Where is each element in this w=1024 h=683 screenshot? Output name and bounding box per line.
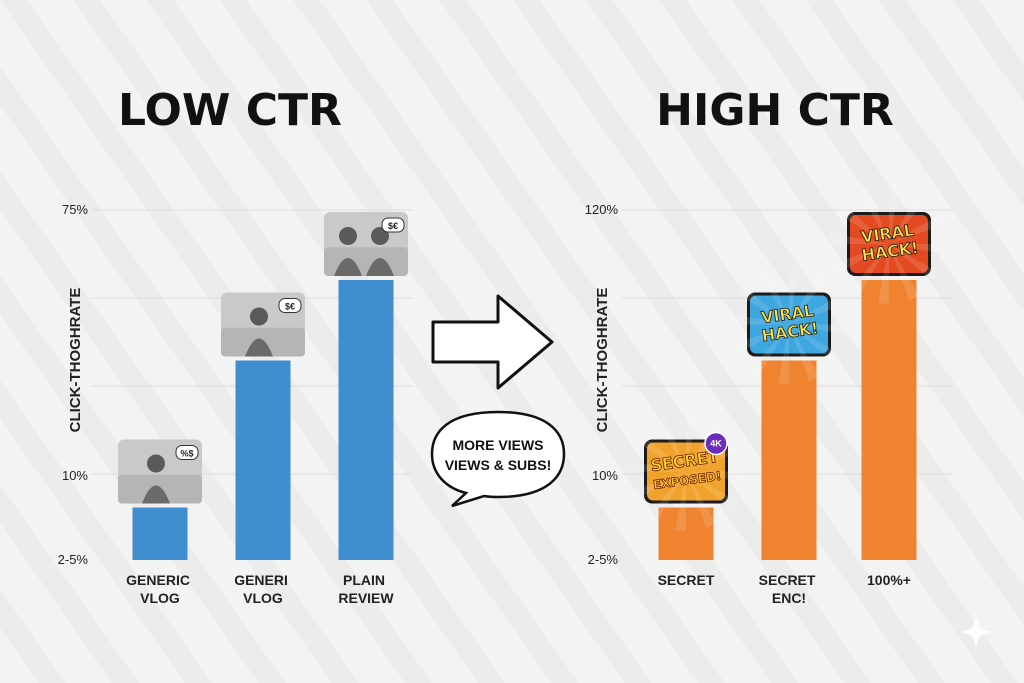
high-ctr-bar-3 xyxy=(861,280,917,560)
person-body-icon xyxy=(142,485,170,504)
person-body-icon xyxy=(245,338,273,357)
thumbnail-badge: $€ xyxy=(388,221,398,231)
low-ctr-bar-1 xyxy=(132,507,188,560)
bubble-line-2: VIEWS & SUBS! xyxy=(445,457,552,473)
speech-bubble: MORE VIEWS VIEWS & SUBS! xyxy=(430,410,566,508)
high-ctr-bar-2 xyxy=(761,360,817,560)
low-ctr-category-2: GENERI VLOG xyxy=(234,572,292,606)
high-ctr-category-2: SECRET ENC! xyxy=(759,572,820,606)
low-ctr-y-tick-1: 2-5% xyxy=(58,552,89,567)
person-head-icon xyxy=(147,454,165,473)
person-body-icon xyxy=(334,258,362,276)
high-ctr-y-tick-3: 120% xyxy=(585,202,619,217)
low-ctr-bar-3 xyxy=(338,280,394,560)
low-ctr-y-tick-3: 75% xyxy=(62,202,88,217)
low-ctr-y-tick-2: 10% xyxy=(62,468,88,483)
thumbnail-badge: $€ xyxy=(285,302,295,312)
low-ctr-y-axis-label: CLICK-THOGHRATE xyxy=(67,288,84,433)
low-ctr-chart: LOW CTR CLICK-THOGHRATE 2-5% 10% 75% %$ $… xyxy=(58,85,412,606)
person-head-icon xyxy=(339,227,357,245)
low-ctr-title: LOW CTR xyxy=(118,85,342,136)
low-ctr-bar-2 xyxy=(235,360,291,560)
thumbnail-badge: 4K xyxy=(710,439,722,449)
thumbnail-badge: %$ xyxy=(180,449,193,459)
high-ctr-category-1: SECRET xyxy=(658,572,715,588)
low-ctr-thumbnail-2: $€ xyxy=(221,292,305,357)
high-ctr-title: HIGH CTR xyxy=(656,85,894,136)
low-ctr-thumbnail-3: $€ xyxy=(324,212,408,276)
high-ctr-category-3: 100%+ xyxy=(867,572,911,588)
low-ctr-category-1: GENERIC VLOG xyxy=(126,572,194,606)
high-ctr-bar-1 xyxy=(658,507,714,560)
right-arrow-icon xyxy=(431,294,554,390)
speech-bubble-shape xyxy=(430,410,566,508)
sparkle-icon xyxy=(960,616,992,648)
person-body-icon xyxy=(366,258,394,276)
high-ctr-y-tick-1: 2-5% xyxy=(588,552,619,567)
low-ctr-category-3: PLAIN REVIEW xyxy=(338,572,394,606)
low-ctr-thumbnail-1: %$ xyxy=(118,439,202,504)
high-ctr-y-axis-label: CLICK-THOGHRATE xyxy=(594,288,611,433)
bubble-line-1: MORE VIEWS xyxy=(452,437,543,453)
high-ctr-y-tick-2: 10% xyxy=(592,468,618,483)
high-ctr-chart: HIGH CTR CLICK-THOGHRATE 2-5% 10% 120% S… xyxy=(585,85,952,606)
person-head-icon xyxy=(371,227,389,245)
person-head-icon xyxy=(250,307,268,326)
